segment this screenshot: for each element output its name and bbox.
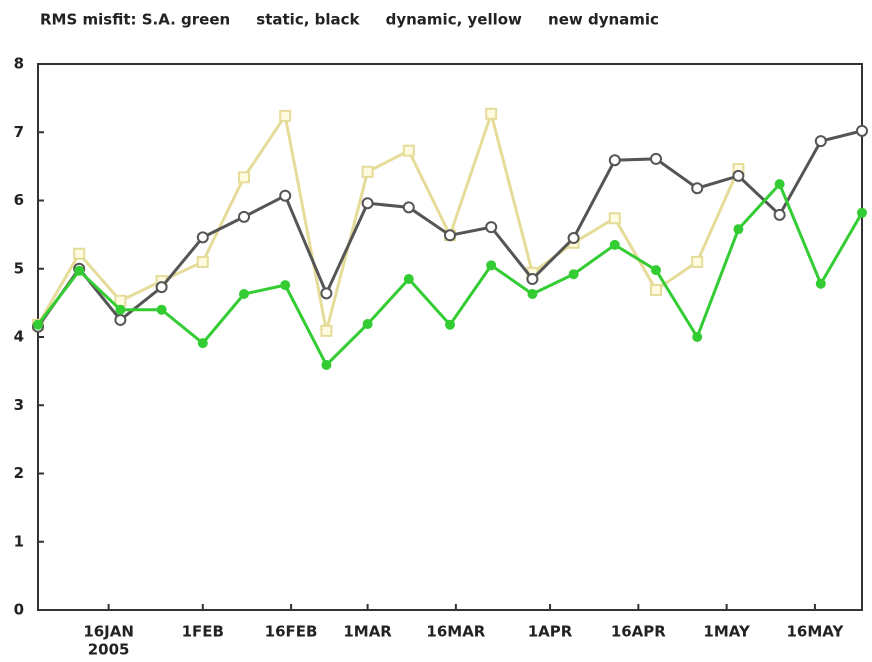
point	[857, 207, 867, 218]
point	[361, 165, 374, 178]
x-tick-label: 16MAR	[426, 623, 485, 641]
x-tick-label: 16FEB	[265, 623, 318, 641]
point	[402, 201, 415, 214]
point	[444, 229, 456, 242]
point	[445, 319, 455, 330]
point	[362, 319, 373, 330]
x-tick-label: 1FEB	[182, 623, 224, 641]
point	[691, 182, 704, 195]
point	[650, 283, 662, 296]
plot-frame	[37, 63, 863, 611]
point	[279, 109, 292, 122]
point	[486, 260, 497, 271]
point	[856, 124, 868, 137]
y-tick-label: 4	[14, 328, 24, 346]
point	[774, 179, 785, 190]
point	[74, 265, 85, 276]
point	[114, 294, 127, 307]
x-tick-label: 1MAY	[703, 623, 751, 641]
point	[196, 255, 209, 268]
series-line	[36, 181, 864, 368]
point	[567, 232, 580, 245]
y-tick-label: 0	[14, 601, 24, 619]
point	[485, 107, 498, 120]
point	[402, 144, 415, 157]
point	[651, 265, 661, 276]
point	[361, 197, 374, 210]
point	[320, 324, 333, 337]
y-tick-label: 5	[14, 259, 24, 277]
point	[197, 338, 208, 349]
point	[608, 212, 621, 225]
y-tick-label: 8	[14, 55, 24, 73]
point	[320, 287, 333, 300]
point	[115, 304, 126, 315]
point	[773, 208, 786, 221]
point	[692, 332, 703, 342]
series-line	[36, 108, 740, 332]
point	[33, 319, 43, 330]
point	[691, 255, 704, 268]
point	[114, 313, 127, 326]
point	[403, 273, 414, 284]
y-tick-label: 7	[14, 123, 24, 141]
point	[321, 359, 332, 370]
point	[239, 289, 249, 300]
point	[814, 135, 827, 148]
y-tick-label: 1	[14, 532, 24, 550]
point	[279, 189, 292, 202]
y-tick-label: 6	[14, 191, 24, 209]
point	[526, 272, 539, 285]
y-tick-label: 3	[14, 396, 24, 414]
x-tick-label: 16MAY	[786, 623, 844, 641]
point	[815, 278, 826, 289]
point	[485, 221, 498, 234]
x-tick-label: 16APR	[611, 623, 666, 641]
point	[733, 224, 744, 235]
x-tick-label: 16JAN	[83, 623, 134, 641]
point	[155, 281, 168, 294]
point	[196, 231, 209, 244]
chart-title: RMS misfit: S.A. green static, black dyn…	[40, 11, 659, 29]
point	[73, 247, 86, 260]
point	[280, 280, 291, 291]
point	[650, 152, 662, 165]
point	[238, 210, 250, 223]
point	[609, 239, 620, 250]
x-tick-label: 1MAR	[343, 623, 392, 641]
point	[608, 154, 621, 167]
point	[732, 169, 745, 182]
point	[156, 304, 167, 315]
x-tick-label: 1APR	[528, 623, 573, 641]
point	[568, 269, 579, 280]
point	[238, 171, 250, 184]
y-tick-label: 2	[14, 464, 24, 482]
point	[527, 289, 538, 300]
x-year-label: 2005	[88, 641, 130, 659]
